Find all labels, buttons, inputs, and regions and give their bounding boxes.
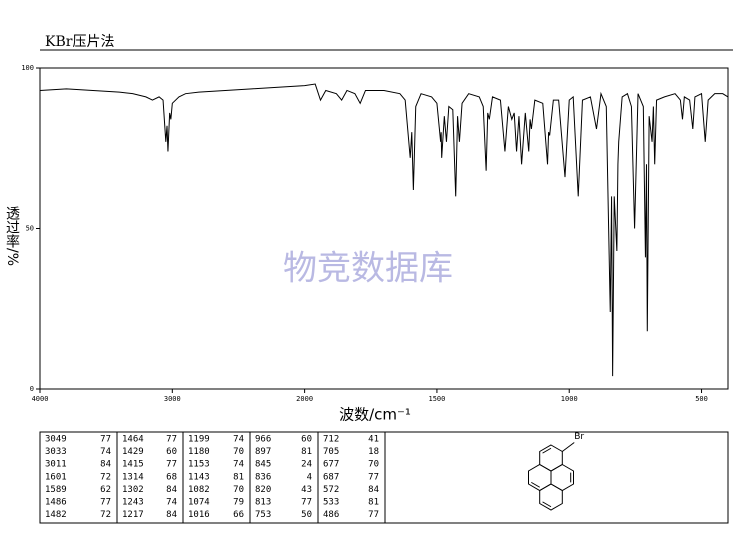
transmittance: 18 (368, 447, 379, 457)
ring (539, 483, 563, 511)
wavenumber: 1074 (188, 498, 210, 508)
wavenumber: 897 (255, 447, 271, 457)
plot-frame (39, 67, 729, 390)
wavenumber: 1082 (188, 485, 210, 495)
wavenumber: 1601 (45, 472, 67, 482)
wavenumber: 1302 (122, 485, 144, 495)
transmittance: 81 (233, 472, 244, 482)
transmittance: 70 (368, 460, 379, 470)
wavenumber: 1415 (122, 460, 144, 470)
wavenumber: 712 (323, 435, 339, 445)
transmittance: 77 (368, 510, 379, 520)
transmittance: 74 (100, 447, 111, 457)
wavenumber: 1589 (45, 485, 67, 495)
wavenumber: 1486 (45, 498, 67, 508)
wavenumber: 1217 (122, 510, 144, 520)
y-tick-label: 50 (26, 225, 34, 233)
x-tick-label: 4000 (32, 395, 49, 403)
wavenumber: 486 (323, 510, 339, 520)
transmittance: 72 (100, 472, 111, 482)
wavenumber: 3011 (45, 460, 67, 470)
wavenumber: 3033 (45, 447, 67, 457)
wavenumber: 677 (323, 460, 339, 470)
transmittance: 77 (368, 472, 379, 482)
x-tick-label: 2000 (296, 395, 313, 403)
transmittance: 84 (166, 510, 177, 520)
x-axis-label: 波数/cm⁻¹ (339, 406, 411, 424)
transmittance: 77 (301, 498, 312, 508)
transmittance: 77 (100, 498, 111, 508)
wavenumber: 572 (323, 485, 339, 495)
transmittance: 70 (233, 485, 244, 495)
transmittance: 60 (301, 435, 312, 445)
x-tick-label: 1500 (428, 395, 445, 403)
transmittance: 79 (233, 498, 244, 508)
x-tick-label: 3000 (164, 395, 181, 403)
wavenumber: 1153 (188, 460, 210, 470)
transmittance: 81 (368, 498, 379, 508)
transmittance: 41 (368, 435, 379, 445)
wavenumber: 3049 (45, 435, 67, 445)
wavenumber: 705 (323, 447, 339, 457)
watermark: 物竞数据库 (283, 249, 453, 289)
transmittance: 24 (301, 460, 312, 470)
transmittance: 74 (233, 435, 244, 445)
wavenumber: 1314 (122, 472, 144, 482)
substituent-bond (561, 442, 575, 452)
transmittance: 43 (301, 485, 312, 495)
transmittance: 60 (166, 447, 177, 457)
wavenumber: 1016 (188, 510, 210, 520)
wavenumber: 1143 (188, 472, 210, 482)
transmittance: 74 (233, 460, 244, 470)
transmittance: 62 (100, 485, 111, 495)
y-axis-label: 透过率/% (4, 206, 20, 266)
wavenumber: 1243 (122, 498, 144, 508)
y-tick-label: 100 (21, 64, 34, 72)
ring (528, 463, 552, 492)
ring (539, 444, 563, 472)
transmittance: 77 (166, 435, 177, 445)
wavenumber: 1464 (122, 435, 144, 445)
structure: Br (528, 432, 584, 511)
transmittance: 72 (100, 510, 111, 520)
wavenumber: 1482 (45, 510, 67, 520)
wavenumber: 836 (255, 472, 271, 482)
wavenumber: 966 (255, 435, 271, 445)
wavenumber: 820 (255, 485, 271, 495)
spectrum-line (39, 83, 729, 377)
wavenumber: 533 (323, 498, 339, 508)
wavenumber: 1180 (188, 447, 210, 457)
transmittance: 77 (100, 435, 111, 445)
transmittance: 70 (233, 447, 244, 457)
table-frame (39, 431, 729, 524)
transmittance: 74 (166, 498, 177, 508)
x-tick-label: 500 (695, 395, 708, 403)
transmittance: 77 (166, 460, 177, 470)
transmittance: 84 (100, 460, 111, 470)
double-bond (542, 447, 552, 454)
transmittance: 4 (307, 472, 312, 482)
transmittance: 84 (166, 485, 177, 495)
wavenumber: 813 (255, 498, 271, 508)
wavenumber: 687 (323, 472, 339, 482)
double-bond (531, 481, 540, 488)
x-tick-label: 1000 (561, 395, 578, 403)
transmittance: 81 (301, 447, 312, 457)
substituent-label: Br (574, 432, 584, 442)
transmittance: 68 (166, 472, 177, 482)
wavenumber: 845 (255, 460, 271, 470)
transmittance: 50 (301, 510, 312, 520)
wavenumber: 1199 (188, 435, 210, 445)
wavenumber: 1429 (122, 447, 144, 457)
double-bond (542, 501, 552, 508)
ring (550, 463, 574, 492)
transmittance: 66 (233, 510, 244, 520)
wavenumber: 753 (255, 510, 271, 520)
y-tick-label: 0 (30, 385, 34, 393)
transmittance: 84 (368, 485, 379, 495)
chart-title: KBr压片法 (45, 34, 114, 50)
